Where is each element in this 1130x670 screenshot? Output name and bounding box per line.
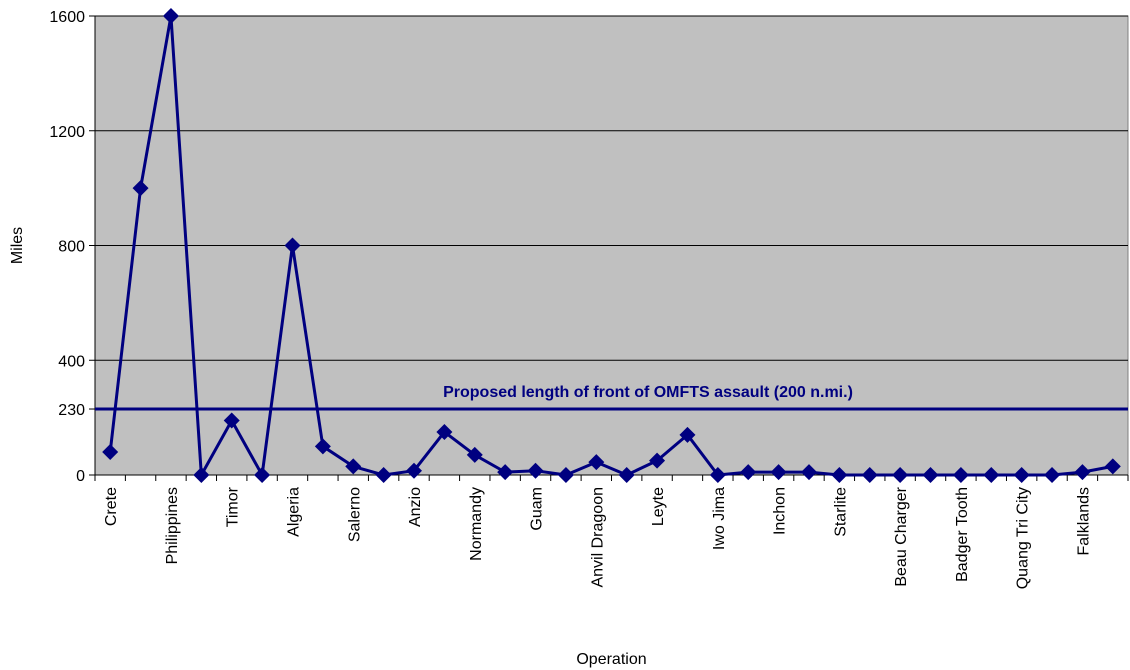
x-axis-title: Operation <box>576 651 646 668</box>
x-tick-label: Crete <box>103 487 120 526</box>
x-tick-label: Inchon <box>772 487 789 535</box>
data-point-marker <box>406 462 423 479</box>
data-point-marker <box>679 426 696 443</box>
data-point-marker <box>497 464 514 481</box>
data-point-marker <box>254 467 271 483</box>
data-point-marker <box>223 412 240 429</box>
y-tick-label: 0 <box>76 468 85 485</box>
data-point-marker <box>284 237 301 254</box>
data-point-marker <box>709 467 726 483</box>
x-tick-label: Quang Tri City <box>1015 487 1032 589</box>
series-group <box>102 8 1121 483</box>
data-point-marker <box>892 467 909 483</box>
y-axis-title: Miles <box>9 227 26 264</box>
y-tick-label: 400 <box>58 353 85 370</box>
data-point-marker <box>1104 458 1121 475</box>
x-tick-label: Algeria <box>285 487 302 537</box>
data-point-marker <box>345 458 362 475</box>
data-point-marker <box>649 452 666 469</box>
data-point-marker <box>436 423 453 440</box>
data-point-marker <box>557 467 574 483</box>
x-tick-label: Starlite <box>832 487 849 537</box>
y-tick-label: 230 <box>58 402 85 419</box>
y-axis-ticks: 0 230 400 800 1200 1600 <box>49 9 1128 485</box>
data-point-marker <box>314 438 331 455</box>
x-tick-label: Philippines <box>164 487 181 564</box>
x-tick-label: Normandy <box>468 487 485 561</box>
x-tick-label: Timor <box>225 486 242 527</box>
data-point-marker <box>132 180 149 197</box>
data-point-marker <box>527 462 544 479</box>
data-point-marker <box>952 467 969 483</box>
data-point-marker <box>102 444 119 461</box>
data-point-marker <box>193 467 210 483</box>
x-axis-ticks: Crete Philippines Timor Algeria Salerno Anzio… <box>94 475 1129 589</box>
data-point-marker <box>861 467 878 483</box>
x-tick-label: Iwo Jima <box>711 487 728 550</box>
data-point-marker <box>740 464 757 481</box>
data-point-marker <box>770 464 787 481</box>
data-point-marker <box>800 464 817 481</box>
y-tick-label: 1600 <box>49 9 85 26</box>
data-point-marker <box>922 467 939 483</box>
data-point-marker <box>831 467 848 483</box>
y-tick-label: 800 <box>58 239 85 256</box>
x-tick-label: Falklands <box>1075 487 1092 555</box>
data-point-marker <box>1044 467 1061 483</box>
data-point-marker <box>1013 467 1030 483</box>
data-point-marker <box>983 467 1000 483</box>
x-tick-label: Salerno <box>346 487 363 542</box>
y-tick-label: 1200 <box>49 124 85 141</box>
reference-line-label: Proposed length of front of OMFTS assaul… <box>443 384 853 401</box>
x-tick-label: Anzio <box>407 487 424 527</box>
data-point-marker <box>588 454 605 471</box>
reference-line-group: Proposed length of front of OMFTS assaul… <box>95 384 1128 411</box>
x-tick-label: Guam <box>529 487 546 531</box>
x-tick-label: Badger Tooth <box>954 487 971 582</box>
x-tick-label: Leyte <box>650 487 667 526</box>
data-point-marker <box>375 467 392 483</box>
data-point-marker <box>1074 464 1091 481</box>
series-line <box>108 14 1114 477</box>
x-tick-label: Beau Charger <box>893 486 910 586</box>
x-tick-label: Anvil Dragoon <box>589 487 606 588</box>
data-point-marker <box>162 8 179 24</box>
data-point-marker <box>466 446 483 463</box>
data-point-marker <box>618 467 635 483</box>
